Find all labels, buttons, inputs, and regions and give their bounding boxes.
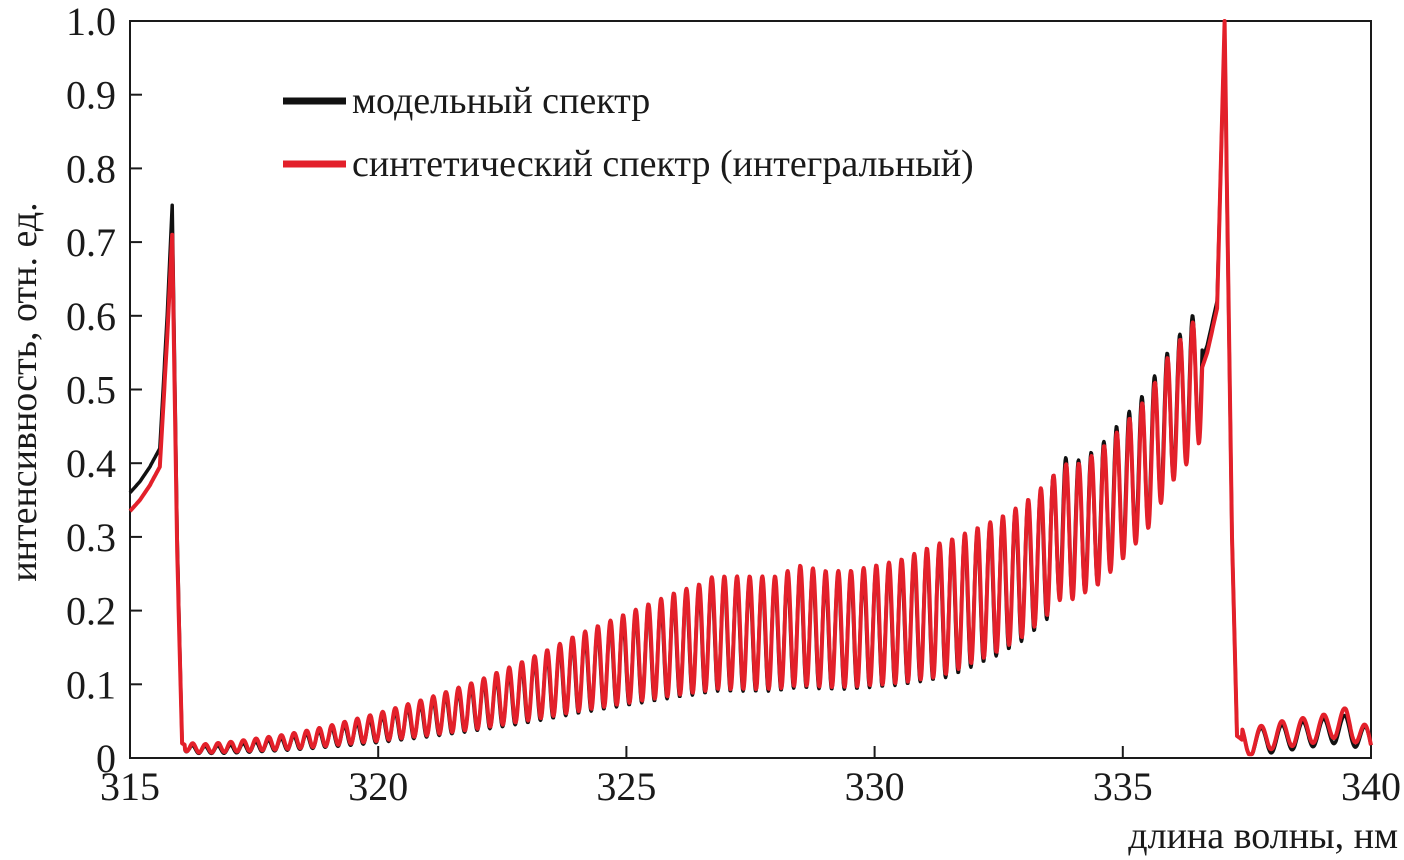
- x-axis-title: длина волны, нм: [1128, 815, 1398, 857]
- y-tick-label: 0.7: [66, 220, 116, 265]
- series-group: [128, 19, 1373, 757]
- x-tick-label: 335: [1093, 764, 1153, 809]
- y-axis-title: интенсивность, отн. ед.: [3, 202, 45, 581]
- y-tick-label: 0.2: [66, 589, 116, 634]
- legend-label-synthetic: синтетический спектр (интегральный): [352, 143, 974, 185]
- axis-ticks: 315 320 325 330 335 340 0 0.1 0.2 0.3 0.4 0.5 0.6 0.7…: [66, 0, 1401, 809]
- x-tick-label: 330: [845, 764, 905, 809]
- legend: модельный спектр синтетический спектр (и…: [283, 80, 974, 185]
- legend-label-model: модельный спектр: [352, 80, 650, 122]
- y-tick-label: 0.4: [66, 441, 116, 486]
- y-tick-label: 0.3: [66, 515, 116, 560]
- y-tick-label: 0: [96, 736, 116, 781]
- y-tick-label: 0.1: [66, 662, 116, 707]
- y-tick-label: 0.6: [66, 294, 116, 339]
- y-tick-label: 0.5: [66, 368, 116, 413]
- series-line-1: [128, 19, 1373, 757]
- x-tick-label: 325: [596, 764, 656, 809]
- x-tick-label: 315: [100, 764, 160, 809]
- y-tick-label: 1.0: [66, 0, 116, 44]
- x-tick-label: 320: [348, 764, 408, 809]
- y-tick-label: 0.9: [66, 73, 116, 118]
- y-tick-label: 0.8: [66, 146, 116, 191]
- x-tick-label: 340: [1341, 764, 1401, 809]
